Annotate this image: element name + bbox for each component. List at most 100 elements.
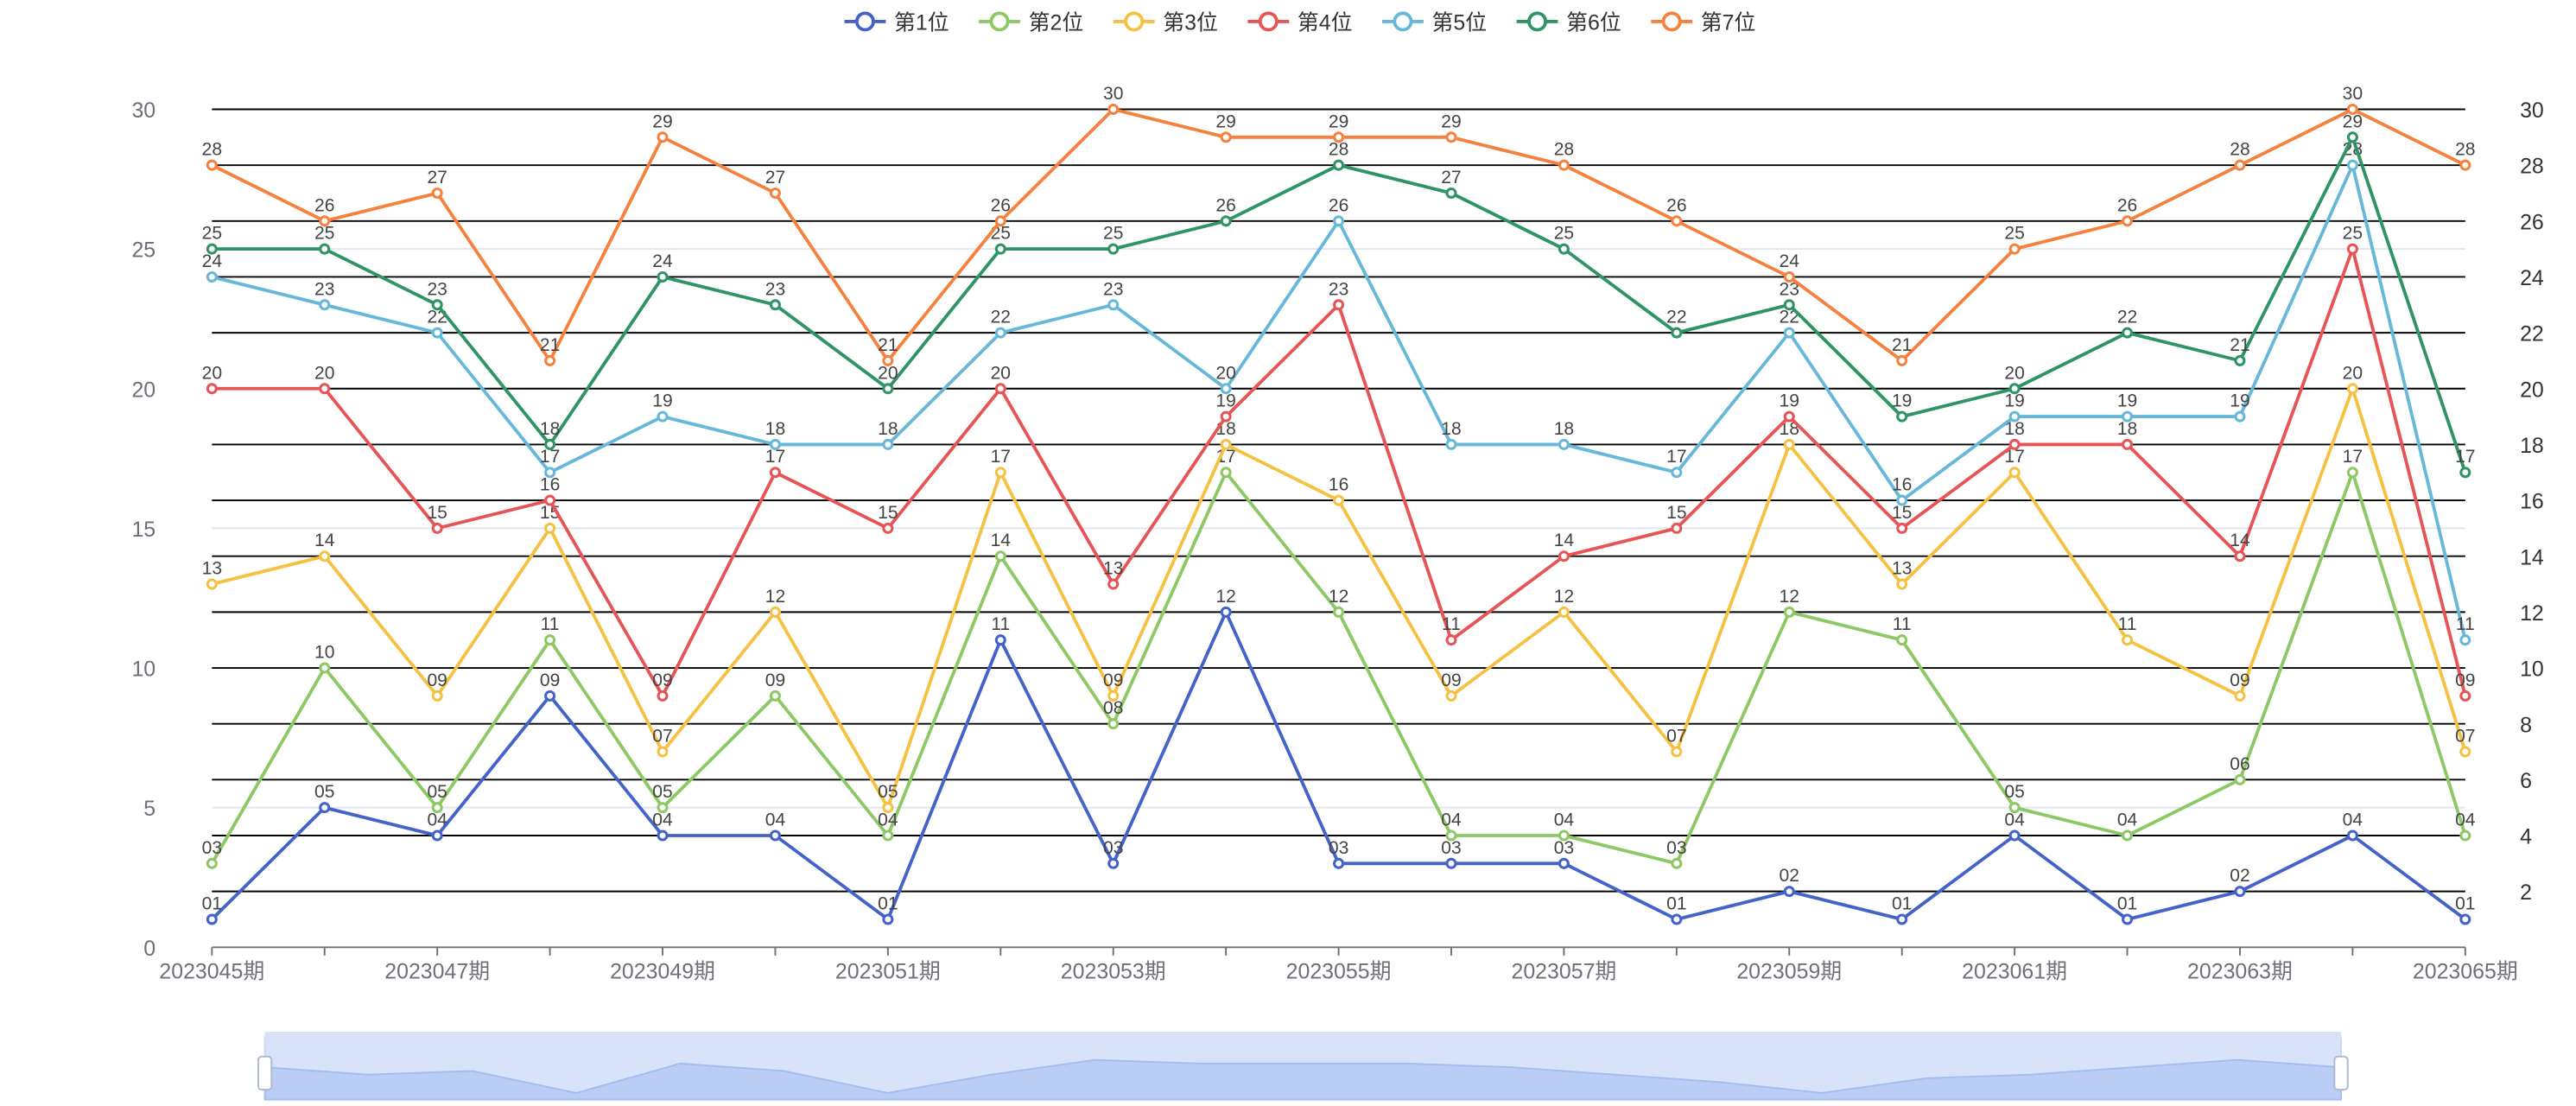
data-point[interactable] xyxy=(2122,438,2134,450)
data-point[interactable] xyxy=(206,857,218,869)
data-point[interactable] xyxy=(657,802,669,814)
data-point[interactable] xyxy=(2234,410,2246,423)
data-point[interactable] xyxy=(2008,802,2021,814)
zoom-slider-selection[interactable] xyxy=(264,1036,2342,1100)
data-point[interactable] xyxy=(431,187,443,199)
data-point[interactable] xyxy=(1558,830,1570,842)
data-point[interactable] xyxy=(1783,327,1795,339)
data-point[interactable] xyxy=(1220,131,1232,143)
data-point[interactable] xyxy=(994,327,1006,339)
data-point[interactable] xyxy=(1783,299,1795,311)
data-point[interactable] xyxy=(1783,886,1795,898)
data-point[interactable] xyxy=(1558,243,1570,255)
data-point[interactable] xyxy=(657,746,669,758)
data-point[interactable] xyxy=(206,159,218,171)
data-point[interactable] xyxy=(769,438,781,450)
data-point[interactable] xyxy=(769,467,781,479)
legend-item-6[interactable]: 第6位 xyxy=(1516,10,1621,35)
data-point[interactable] xyxy=(544,690,556,702)
data-point[interactable] xyxy=(206,270,218,283)
data-point[interactable] xyxy=(2459,690,2471,702)
data-point[interactable] xyxy=(882,913,894,925)
data-point[interactable] xyxy=(2122,410,2134,423)
data-point[interactable] xyxy=(994,243,1006,255)
data-point[interactable] xyxy=(2008,830,2021,842)
data-point[interactable] xyxy=(431,830,443,842)
data-point[interactable] xyxy=(2234,690,2246,702)
data-point[interactable] xyxy=(431,299,443,311)
legend-item-1[interactable]: 第1位 xyxy=(844,10,949,35)
data-point[interactable] xyxy=(1445,131,1457,143)
data-point[interactable] xyxy=(769,830,781,842)
data-point[interactable] xyxy=(1671,857,1683,869)
data-point[interactable] xyxy=(1333,215,1345,227)
data-point[interactable] xyxy=(1220,410,1232,423)
data-point[interactable] xyxy=(2346,830,2358,842)
zoom-slider-move-bar[interactable] xyxy=(264,1032,2342,1042)
data-point[interactable] xyxy=(657,131,669,143)
data-point[interactable] xyxy=(1333,606,1345,618)
zoom-slider-handle-right[interactable] xyxy=(2333,1055,2349,1091)
data-point[interactable] xyxy=(2008,410,2021,423)
legend-item-2[interactable]: 第2位 xyxy=(979,10,1083,35)
zoom-slider-handle-left[interactable] xyxy=(257,1055,273,1091)
data-point[interactable] xyxy=(1558,438,1570,450)
data-point[interactable] xyxy=(544,354,556,366)
data-point[interactable] xyxy=(1445,634,1457,646)
data-point[interactable] xyxy=(431,327,443,339)
data-point[interactable] xyxy=(319,662,331,674)
data-point[interactable] xyxy=(1107,718,1120,730)
legend-item-3[interactable]: 第3位 xyxy=(1113,10,1218,35)
data-point[interactable] xyxy=(1558,550,1570,563)
data-point[interactable] xyxy=(206,578,218,590)
data-point[interactable] xyxy=(2234,159,2246,171)
data-point[interactable] xyxy=(1333,159,1345,171)
data-point[interactable] xyxy=(882,383,894,395)
data-point[interactable] xyxy=(2008,438,2021,450)
data-point[interactable] xyxy=(1896,354,1908,366)
data-point[interactable] xyxy=(1783,606,1795,618)
data-point[interactable] xyxy=(769,187,781,199)
data-point[interactable] xyxy=(1783,410,1795,423)
data-point[interactable] xyxy=(994,550,1006,563)
data-point[interactable] xyxy=(1671,522,1683,534)
data-point[interactable] xyxy=(319,383,331,395)
data-point[interactable] xyxy=(2346,159,2358,171)
data-point[interactable] xyxy=(1220,383,1232,395)
data-point[interactable] xyxy=(1671,913,1683,925)
data-point[interactable] xyxy=(2008,383,2021,395)
data-point[interactable] xyxy=(1445,690,1457,702)
data-point[interactable] xyxy=(319,550,331,563)
data-point[interactable] xyxy=(882,830,894,842)
data-point[interactable] xyxy=(994,215,1006,227)
data-point[interactable] xyxy=(1333,494,1345,506)
data-point[interactable] xyxy=(1445,830,1457,842)
data-point[interactable] xyxy=(994,634,1006,646)
data-point[interactable] xyxy=(319,802,331,814)
data-point[interactable] xyxy=(319,299,331,311)
data-point[interactable] xyxy=(1896,578,1908,590)
data-point[interactable] xyxy=(1333,299,1345,311)
data-point[interactable] xyxy=(1445,438,1457,450)
data-point[interactable] xyxy=(1558,159,1570,171)
data-point[interactable] xyxy=(544,494,556,506)
data-point[interactable] xyxy=(2234,550,2246,563)
data-point[interactable] xyxy=(882,354,894,366)
data-point[interactable] xyxy=(657,270,669,283)
legend-item-5[interactable]: 第5位 xyxy=(1381,10,1487,35)
data-point[interactable] xyxy=(1107,857,1120,869)
data-point[interactable] xyxy=(2346,131,2358,143)
data-point[interactable] xyxy=(2459,467,2471,479)
data-point[interactable] xyxy=(2234,886,2246,898)
data-point[interactable] xyxy=(1107,578,1120,590)
data-point[interactable] xyxy=(657,830,669,842)
data-point[interactable] xyxy=(882,802,894,814)
data-point[interactable] xyxy=(1220,215,1232,227)
data-point[interactable] xyxy=(1783,438,1795,450)
data-point[interactable] xyxy=(1107,103,1120,116)
data-point[interactable] xyxy=(2346,467,2358,479)
data-point[interactable] xyxy=(206,243,218,255)
data-point[interactable] xyxy=(544,438,556,450)
data-point[interactable] xyxy=(994,383,1006,395)
data-point[interactable] xyxy=(431,522,443,534)
